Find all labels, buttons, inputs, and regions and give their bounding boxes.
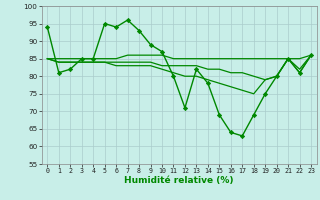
X-axis label: Humidité relative (%): Humidité relative (%): [124, 176, 234, 185]
